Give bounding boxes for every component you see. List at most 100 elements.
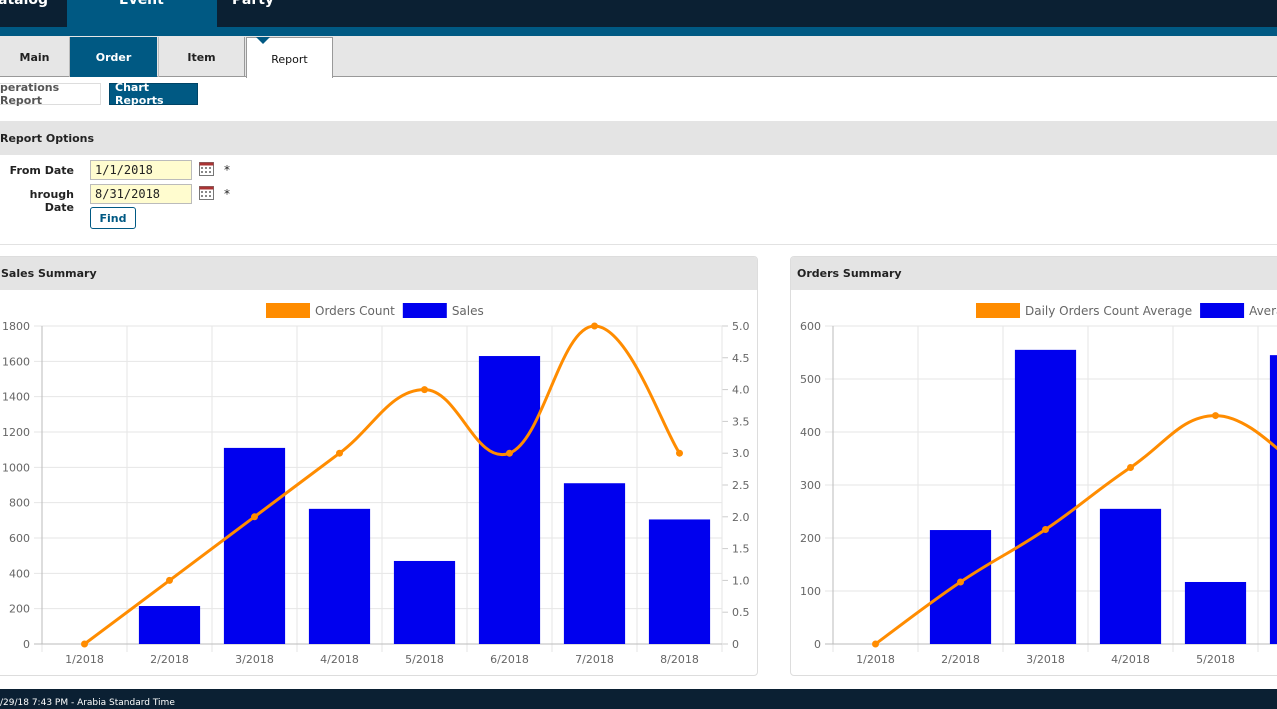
x-tick-label: 1/2018 xyxy=(65,653,104,666)
legend-swatch xyxy=(266,303,310,318)
bar-average xyxy=(929,530,992,644)
footer-timestamp: /29/18 7:43 PM - Arabia Standard Time xyxy=(0,698,175,708)
bar-average xyxy=(1014,349,1077,644)
line-point xyxy=(676,449,683,457)
x-tick-label: 3/2018 xyxy=(1026,653,1065,666)
tab-item[interactable]: Item xyxy=(158,37,245,77)
y-tick-label: 800 xyxy=(9,497,30,510)
sales-summary-card: Sales Summary 0 200 400 600 800 1000 1200 1400 1… xyxy=(0,256,758,676)
bar-average xyxy=(1269,355,1277,644)
y-tick-label: 1200 xyxy=(2,426,30,439)
sales-summary-header: Sales Summary xyxy=(0,257,757,290)
through-date-label: hrough Date xyxy=(29,188,74,214)
x-tick-label: 7/2018 xyxy=(575,653,614,666)
y-tick-label: 400 xyxy=(9,567,30,580)
y2-tick-label: 1.5 xyxy=(732,543,750,556)
line-point xyxy=(251,513,258,521)
y2-tick-label: 3.5 xyxy=(732,415,750,428)
x-tick-label: 3/2018 xyxy=(235,653,274,666)
x-tick-label: 2/2018 xyxy=(150,653,189,666)
orders-summary-header: Orders Summary xyxy=(791,257,1277,290)
x-tick-label: 5/2018 xyxy=(1196,653,1235,666)
y2-tick-label: 1.0 xyxy=(732,574,750,587)
top-nav-party[interactable]: Party xyxy=(232,0,275,8)
report-options-header: Report Options xyxy=(0,121,1277,155)
legend-label: Average xyxy=(1249,304,1277,318)
orders-summary-chart: 0 100 200 300 400 500 600 1/2018 2/2018 3/2018 4/2… xyxy=(800,303,1277,666)
sales-summary-chart: 0 200 400 600 800 1000 1200 1400 1600 1800 0 0.5 1.0… xyxy=(2,303,750,666)
y-tick-label: 300 xyxy=(800,479,821,492)
line-point xyxy=(506,449,513,457)
calendar-icon[interactable] xyxy=(199,186,214,200)
divider xyxy=(0,244,1277,245)
y-tick-label: 1600 xyxy=(2,355,30,368)
tab-main[interactable]: Main xyxy=(0,37,70,77)
header-band xyxy=(0,27,1277,36)
line-point xyxy=(166,576,173,584)
y-tick-label: 0 xyxy=(23,638,30,651)
y-tick-label: 400 xyxy=(800,426,821,439)
bar-sales xyxy=(308,508,371,644)
bar-sales xyxy=(223,447,286,644)
x-tick-label: 8/2018 xyxy=(660,653,699,666)
y2-tick-label: 4.0 xyxy=(732,384,750,397)
from-date-field[interactable]: 1/1/2018 xyxy=(90,160,192,180)
line-point xyxy=(421,386,428,394)
y-tick-label: 1000 xyxy=(2,461,30,474)
top-nav-catalog[interactable]: atalog xyxy=(0,0,49,8)
bar-sales xyxy=(138,606,201,644)
y2-tick-label: 3.0 xyxy=(732,447,750,460)
legend-label: Sales xyxy=(452,304,484,318)
tab-order[interactable]: Order xyxy=(70,37,157,77)
find-button[interactable]: Find xyxy=(90,207,136,229)
y-tick-label: 200 xyxy=(9,603,30,616)
sales-summary-title: Sales Summary xyxy=(1,267,97,280)
y-tick-label: 100 xyxy=(800,585,821,598)
operations-report-button[interactable]: perations Report xyxy=(0,81,101,107)
through-date-required-mark: * xyxy=(224,187,230,201)
y2-tick-label: 2.5 xyxy=(732,479,750,492)
series-line-daily-orders-count-average xyxy=(874,414,1277,646)
line-point xyxy=(1042,526,1049,534)
top-nav-active-bg xyxy=(67,0,217,27)
legend-swatch xyxy=(402,303,447,318)
line-point xyxy=(1127,464,1134,472)
y-tick-label: 1400 xyxy=(2,391,30,404)
from-date-label: From Date xyxy=(9,164,74,177)
footer-bar: /29/18 7:43 PM - Arabia Standard Time xyxy=(0,689,1277,709)
top-nav-event[interactable]: Event xyxy=(119,0,164,8)
orders-summary-title: Orders Summary xyxy=(797,267,902,280)
y-tick-label: 0 xyxy=(814,638,821,651)
bar-average xyxy=(1184,581,1247,644)
line-point xyxy=(957,578,964,586)
orders-summary-card: Orders Summary 0 100 200 300 400 500 600 1/2018… xyxy=(790,256,1277,676)
through-date-field[interactable]: 8/31/2018 xyxy=(90,184,192,204)
bar-sales xyxy=(648,519,711,644)
tab-bar xyxy=(0,36,1277,77)
line-point xyxy=(336,449,343,457)
y2-tick-label: 5.0 xyxy=(732,320,750,333)
line-point xyxy=(81,640,88,648)
legend-swatch xyxy=(1200,303,1245,318)
calendar-icon[interactable] xyxy=(199,162,214,176)
tab-report[interactable]: Report xyxy=(246,37,333,78)
legend-label: Daily Orders Count Average xyxy=(1025,304,1192,318)
x-tick-label: 1/2018 xyxy=(856,653,895,666)
y-tick-label: 200 xyxy=(800,532,821,545)
x-tick-label: 2/2018 xyxy=(941,653,980,666)
line-point xyxy=(1212,412,1219,420)
y2-tick-label: 2.0 xyxy=(732,511,750,524)
from-date-required-mark: * xyxy=(224,163,230,177)
y-tick-label: 500 xyxy=(800,373,821,386)
x-tick-label: 5/2018 xyxy=(405,653,444,666)
chart-reports-button[interactable]: Chart Reports xyxy=(109,81,198,107)
top-navigation: atalog Event Party xyxy=(0,0,1277,27)
y-tick-label: 600 xyxy=(9,532,30,545)
y2-tick-label: 0.5 xyxy=(732,606,750,619)
y2-tick-label: 4.5 xyxy=(732,352,750,365)
y-tick-label: 1800 xyxy=(2,320,30,333)
x-tick-label: 6/2018 xyxy=(490,653,529,666)
x-tick-label: 4/2018 xyxy=(1111,653,1150,666)
report-options-title: Report Options xyxy=(0,131,95,145)
y2-tick-label: 0 xyxy=(732,638,739,651)
